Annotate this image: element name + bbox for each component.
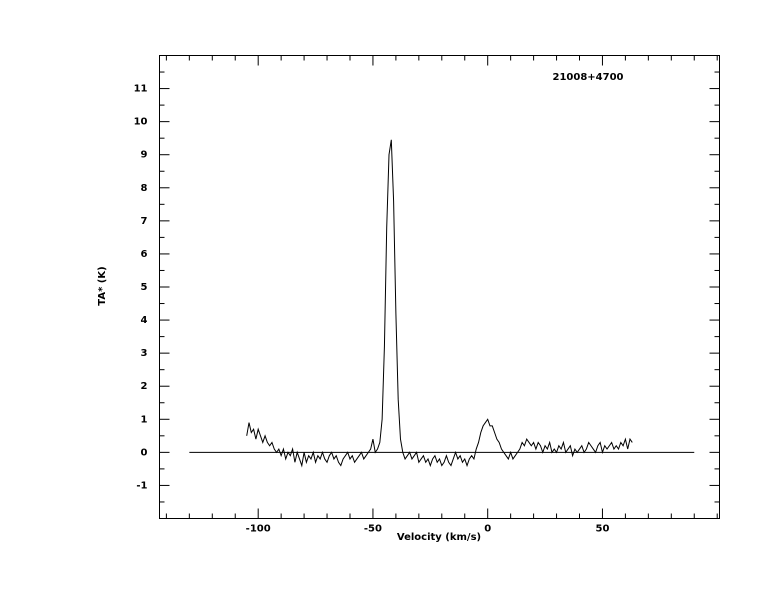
y-tick-label: 2 bbox=[141, 381, 148, 392]
y-axis-label: TA* (K) bbox=[97, 266, 108, 305]
y-tick-label: 9 bbox=[141, 150, 148, 161]
annotation: 21008+4700 bbox=[552, 72, 623, 83]
x-tick-label: 0 bbox=[484, 524, 491, 535]
y-tick-label: 0 bbox=[141, 447, 148, 458]
x-axis-label: Velocity (km/s) bbox=[397, 532, 481, 543]
x-tick-label: -100 bbox=[246, 524, 271, 535]
y-tick-label: 10 bbox=[134, 117, 148, 128]
y-tick-label: 8 bbox=[141, 183, 148, 194]
y-tick-label: 6 bbox=[141, 249, 148, 260]
y-tick-label: 3 bbox=[141, 348, 148, 359]
y-tick-label: 11 bbox=[134, 84, 148, 95]
y-tick-label: 4 bbox=[141, 315, 148, 326]
plot-frame bbox=[159, 55, 720, 519]
y-tick-label: 5 bbox=[141, 282, 148, 293]
x-tick-label: -50 bbox=[364, 524, 382, 535]
y-tick-label: 7 bbox=[141, 216, 148, 227]
y-tick-label: 1 bbox=[141, 414, 148, 425]
y-tick-label: -1 bbox=[136, 480, 147, 491]
x-tick-label: 50 bbox=[595, 524, 609, 535]
spectrum-line bbox=[246, 139, 633, 468]
